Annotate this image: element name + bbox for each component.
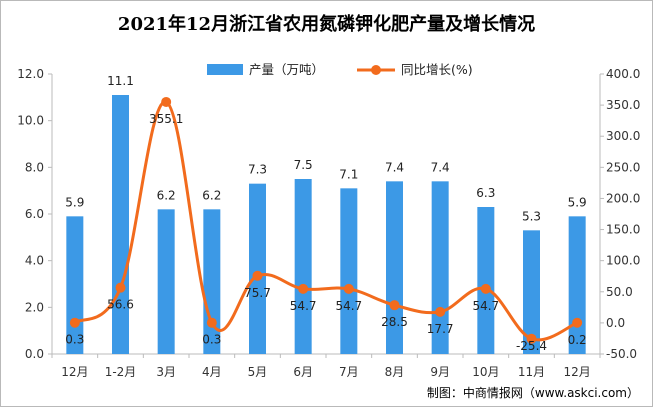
growth-point: [115, 282, 126, 293]
bar-value-label: 11.1: [107, 74, 134, 88]
x-tick-label: 4月: [202, 365, 222, 379]
bar: [249, 183, 266, 354]
growth-point: [435, 306, 446, 317]
growth-point: [480, 283, 491, 294]
right-tick-label: 300.0: [606, 129, 640, 143]
bar-value-label: 7.4: [385, 160, 404, 174]
legend-bar-label: 产量（万吨）: [249, 62, 324, 77]
legend: 产量（万吨） 同比增长(%): [207, 62, 473, 77]
source-note: 制图：中商情报网（www.askci.com）: [426, 386, 639, 400]
bars: [66, 95, 586, 354]
x-tick-label: 11月: [518, 365, 545, 379]
bar-value-label: 7.1: [339, 167, 358, 181]
growth-value-label: 75.7: [244, 286, 271, 300]
right-tick-label: -50.0: [606, 347, 637, 361]
axes: 0.0 2.0 4.0 6.0 8.0 10.0 12.0 -50.0 0.0 50.0 100.0…: [17, 67, 640, 379]
growth-value-label: 54.7: [290, 299, 317, 313]
x-tick-label: 3月: [156, 365, 176, 379]
bar-value-label: 5.9: [568, 195, 587, 209]
x-tick-label: 10月: [472, 365, 499, 379]
bar-value-label: 5.9: [65, 195, 84, 209]
bar: [477, 207, 495, 354]
growth-value-label: 0.3: [202, 333, 221, 347]
right-tick-label: 350.0: [606, 98, 640, 112]
growth-value-label: 54.7: [472, 299, 499, 313]
bar: [340, 188, 358, 354]
left-tick-label: 12.0: [17, 67, 44, 81]
legend-bar-swatch: [207, 64, 243, 75]
left-tick-label: 8.0: [25, 160, 44, 174]
x-tick-label: 12月: [564, 365, 591, 379]
bar-value-label: 7.4: [431, 160, 450, 174]
legend-line-marker: [371, 65, 381, 75]
growth-point: [161, 96, 172, 107]
right-tick-label: 250.0: [606, 160, 640, 174]
growth-value-label: 56.6: [107, 298, 134, 312]
bar: [112, 95, 129, 354]
bar: [568, 216, 586, 354]
bar-value-label: 5.3: [522, 209, 541, 223]
x-tick-label: 7月: [339, 365, 359, 379]
right-tick-label: 0.0: [606, 316, 625, 330]
bar-value-label: 7.5: [294, 158, 313, 172]
left-tick-label: 10.0: [17, 114, 44, 128]
right-tick-label: 200.0: [606, 191, 640, 205]
growth-value-label: 355.1: [149, 112, 183, 126]
bar-value-label: 6.2: [202, 188, 221, 202]
growth-line-path: [73, 100, 578, 342]
growth-point: [206, 317, 217, 328]
growth-value-label: 0.3: [65, 333, 84, 347]
growth-point: [343, 283, 354, 294]
growth-value-label: 0.2: [568, 333, 587, 347]
bar: [294, 179, 312, 354]
x-tick-label: 9月: [430, 365, 450, 379]
growth-value-label: -25.4: [516, 339, 547, 353]
bar: [157, 209, 175, 354]
growth-value-label: 17.7: [427, 322, 454, 336]
right-tick-label: 400.0: [606, 67, 640, 81]
right-tick-label: 150.0: [606, 223, 640, 237]
growth-value-label: 54.7: [335, 299, 362, 313]
left-tick-label: 0.0: [25, 347, 44, 361]
growth-point: [572, 317, 583, 328]
x-tick-label: 8月: [385, 365, 405, 379]
growth-point: [526, 333, 537, 344]
data-labels: 5.9 11.1 6.2 6.2 7.3 7.5 7.1 7.4 7.4 6.3 5.3 5.9 0.3…: [65, 74, 586, 353]
growth-line: [69, 96, 583, 344]
growth-value-label: 28.5: [381, 315, 408, 329]
bar-value-label: 6.2: [157, 188, 176, 202]
left-tick-label: 6.0: [25, 207, 44, 221]
bar-value-label: 6.3: [476, 186, 495, 200]
x-tick-label: 5月: [248, 365, 268, 379]
legend-line-label: 同比增长(%): [401, 62, 473, 77]
bar: [523, 230, 540, 354]
left-tick-label: 4.0: [25, 254, 44, 268]
growth-point: [69, 317, 80, 328]
growth-point: [298, 283, 309, 294]
bar-value-label: 7.3: [248, 163, 267, 177]
right-tick-label: 100.0: [606, 254, 640, 268]
growth-point: [389, 300, 400, 311]
x-tick-label: 6月: [293, 365, 313, 379]
bar: [203, 209, 221, 354]
bar: [386, 181, 403, 354]
chart-title: 2021年12月浙江省农用氮磷钾化肥产量及增长情况: [117, 14, 536, 35]
left-tick-label: 2.0: [25, 300, 44, 314]
growth-point: [252, 270, 263, 281]
right-tick-label: 50.0: [606, 285, 633, 299]
x-tick-label: 1-2月: [105, 365, 137, 379]
x-tick-label: 12月: [61, 365, 88, 379]
